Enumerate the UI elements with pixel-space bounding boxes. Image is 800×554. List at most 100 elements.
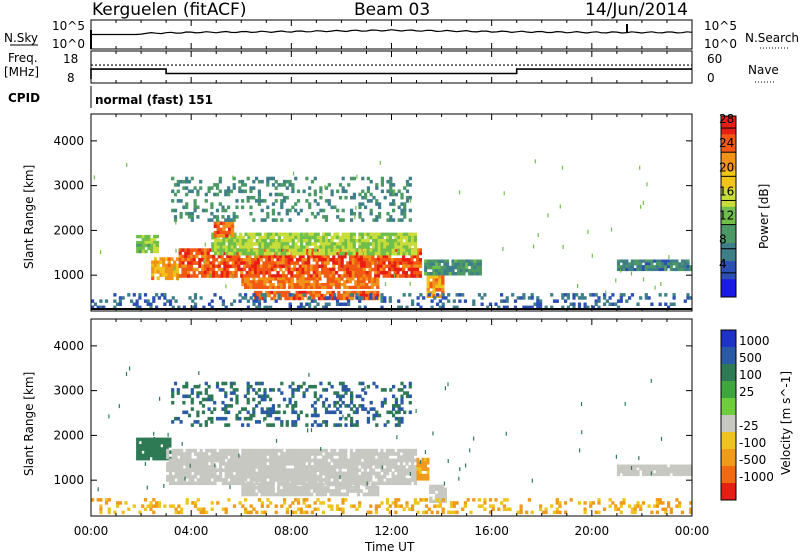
heatmap-cell xyxy=(195,274,199,278)
heatmap-cell xyxy=(159,260,163,265)
heatmap-cell xyxy=(277,296,281,300)
heatmap-cell xyxy=(313,501,317,505)
heatmap-cell xyxy=(275,239,279,243)
colorbar-swatch xyxy=(721,152,736,171)
heatmap-cell xyxy=(338,404,343,408)
heatmap-cell xyxy=(345,293,349,298)
heatmap-cell xyxy=(249,186,253,190)
heatmap-cell xyxy=(294,400,298,405)
heatmap-cell xyxy=(313,465,317,469)
heatmap-cell xyxy=(254,258,258,262)
heatmap-cell xyxy=(611,293,615,297)
heatmap-cell xyxy=(324,468,328,473)
heatmap-cell xyxy=(327,465,331,469)
heatmap-cell xyxy=(263,242,268,246)
heatmap-cell xyxy=(241,296,245,300)
heatmap-cell xyxy=(218,176,222,181)
heatmap-cell xyxy=(178,261,182,265)
heatmap-cell xyxy=(220,271,224,275)
heatmap-cell xyxy=(459,259,463,263)
heatmap-cell xyxy=(235,478,239,482)
heatmap-cell xyxy=(202,452,206,456)
heatmap-cell xyxy=(229,218,233,222)
heatmap-cell xyxy=(327,232,331,237)
heatmap-cell xyxy=(388,448,392,453)
heatmap-cell xyxy=(667,501,671,505)
heatmap-cell xyxy=(389,218,393,222)
heatmap-cell xyxy=(164,273,169,277)
heatmap-cell xyxy=(174,510,178,515)
heatmap-cell xyxy=(429,291,433,295)
heatmap-cell xyxy=(465,259,469,263)
heatmap-cell xyxy=(608,498,612,502)
heatmap-cell xyxy=(244,492,248,497)
heatmap-cell xyxy=(255,455,259,460)
heatmap-cell xyxy=(658,472,662,477)
heatmap-cell xyxy=(271,492,275,497)
heatmap-cell xyxy=(244,498,248,502)
heatmap-cell xyxy=(359,280,363,284)
heatmap-cell xyxy=(246,299,250,303)
heatmap-cell xyxy=(127,507,131,511)
heatmap-cell xyxy=(385,471,390,476)
heatmap-cell xyxy=(667,470,671,474)
heatmap-cell xyxy=(219,221,223,225)
x-tick-label: 12:00 xyxy=(374,524,409,538)
heatmap-cell xyxy=(257,465,262,469)
heatmap-cell xyxy=(274,199,278,203)
heatmap-cell xyxy=(333,232,337,237)
heatmap-cell xyxy=(224,394,228,399)
heatmap-cell xyxy=(138,249,143,254)
colorbar-tick-label: 8 xyxy=(719,233,727,247)
heatmap-cell xyxy=(402,271,406,275)
heatmap-cell xyxy=(349,465,353,469)
heatmap-speck xyxy=(409,472,411,476)
power-ylabel: Slant Range [km] xyxy=(22,165,36,269)
heatmap-cell xyxy=(366,189,370,194)
heatmap-cell xyxy=(467,268,471,273)
heatmap-cell xyxy=(230,224,235,229)
heatmap-cell xyxy=(385,478,390,482)
heatmap-cell xyxy=(279,274,283,278)
heatmap-cell xyxy=(190,218,194,222)
heatmap-cell xyxy=(335,452,340,456)
heatmap-cell xyxy=(390,274,394,278)
heatmap-cell xyxy=(350,211,354,216)
heatmap-cell xyxy=(429,262,433,267)
heatmap-cell xyxy=(296,455,301,460)
heatmap-cell xyxy=(271,277,275,281)
heatmap-cell xyxy=(358,381,362,386)
heatmap-cell xyxy=(159,270,163,274)
heatmap-cell xyxy=(230,245,234,249)
heatmap-cell xyxy=(210,471,214,476)
heatmap-cell xyxy=(248,274,252,278)
heatmap-cell xyxy=(441,284,445,289)
heatmap-cell xyxy=(337,258,341,262)
heatmap-cell xyxy=(349,232,354,237)
heatmap-speck xyxy=(352,394,354,399)
heatmap-cell xyxy=(220,274,224,278)
heatmap-speck xyxy=(415,409,417,413)
heatmap-cell xyxy=(478,272,482,276)
heatmap-cell xyxy=(212,258,216,262)
heatmap-cell xyxy=(336,245,340,249)
heatmap-cell xyxy=(298,290,302,295)
heatmap-cell xyxy=(302,452,306,456)
heatmap-speck xyxy=(620,268,622,273)
heatmap-cell xyxy=(625,299,629,303)
heatmap-cell xyxy=(227,471,231,476)
heatmap-cell xyxy=(199,455,203,460)
heatmap-cell xyxy=(271,465,276,469)
heatmap-cell xyxy=(160,437,164,442)
heatmap-cell xyxy=(296,481,301,486)
heatmap-cell xyxy=(284,290,288,295)
heatmap-cell xyxy=(232,176,236,181)
heatmap-cell xyxy=(235,400,239,405)
heatmap-cell xyxy=(683,259,687,263)
heatmap-cell xyxy=(519,296,523,300)
heatmap-cell xyxy=(376,290,380,295)
heatmap-cell xyxy=(298,296,302,301)
heatmap-cell xyxy=(151,266,155,271)
heatmap-cell xyxy=(241,407,245,411)
